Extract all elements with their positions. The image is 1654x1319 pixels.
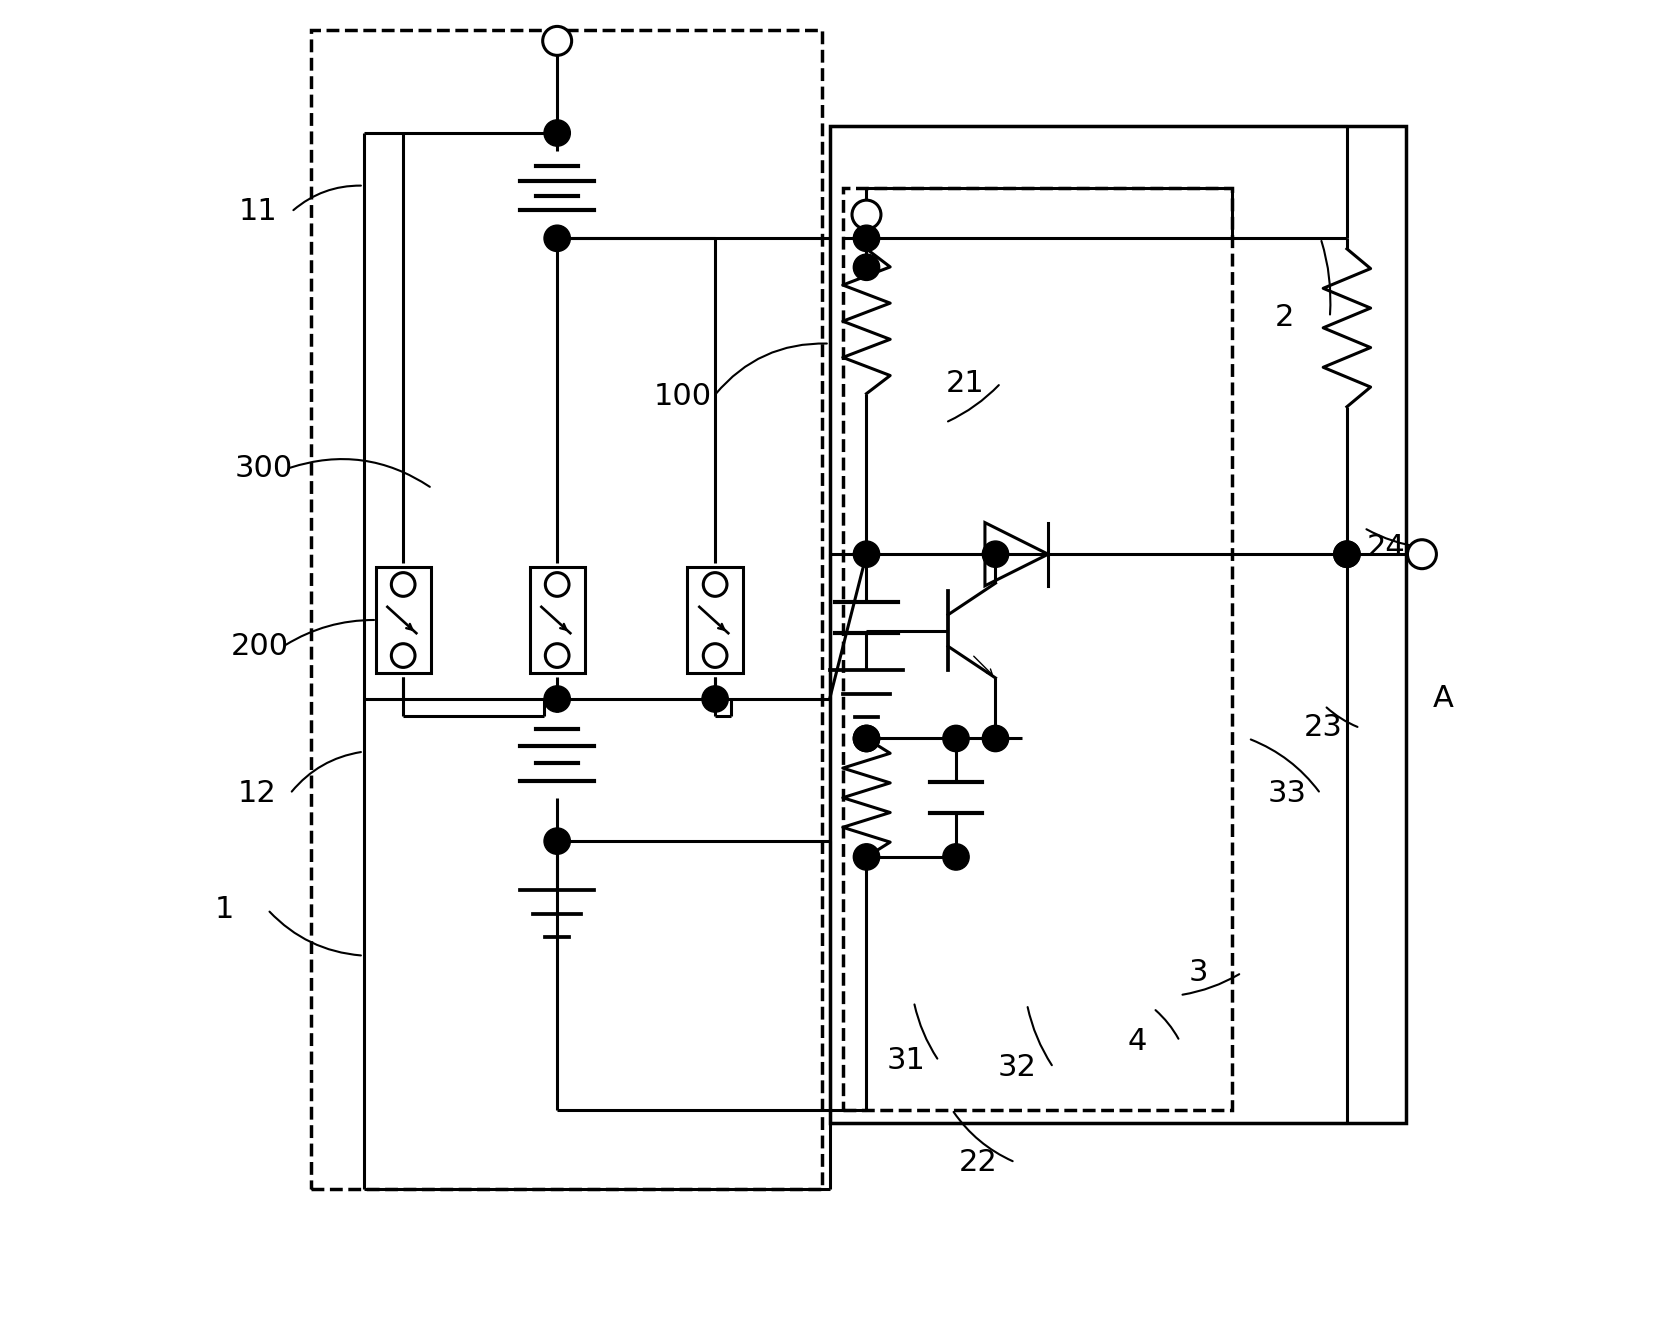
Circle shape <box>544 226 571 252</box>
Circle shape <box>1333 541 1360 567</box>
Circle shape <box>982 541 1009 567</box>
Circle shape <box>1408 539 1436 568</box>
Circle shape <box>853 255 880 281</box>
Text: A: A <box>1432 685 1454 714</box>
Circle shape <box>392 572 415 596</box>
Circle shape <box>546 644 569 667</box>
Text: 3: 3 <box>1189 959 1209 987</box>
Circle shape <box>853 725 880 752</box>
Circle shape <box>701 686 728 712</box>
Circle shape <box>543 26 572 55</box>
Text: 300: 300 <box>235 454 293 483</box>
Text: 22: 22 <box>959 1148 997 1177</box>
Text: 1: 1 <box>215 896 235 925</box>
Text: 31: 31 <box>887 1046 925 1075</box>
Circle shape <box>982 725 1009 752</box>
Circle shape <box>853 226 880 252</box>
Circle shape <box>852 200 882 230</box>
Text: 11: 11 <box>238 198 278 227</box>
Circle shape <box>392 644 415 667</box>
Text: 12: 12 <box>237 780 276 809</box>
Circle shape <box>544 686 571 712</box>
Circle shape <box>703 572 728 596</box>
Text: 100: 100 <box>653 381 711 410</box>
Circle shape <box>544 828 571 855</box>
Circle shape <box>703 644 728 667</box>
Text: 2: 2 <box>1275 303 1293 332</box>
Circle shape <box>853 844 880 871</box>
Text: 33: 33 <box>1269 780 1307 809</box>
Text: 24: 24 <box>1366 533 1406 562</box>
Circle shape <box>853 541 880 567</box>
Bar <box>688 567 743 673</box>
Text: 23: 23 <box>1303 714 1343 743</box>
Bar <box>375 567 430 673</box>
Text: 32: 32 <box>997 1053 1037 1082</box>
Circle shape <box>943 725 969 752</box>
Text: 200: 200 <box>232 632 289 661</box>
Circle shape <box>1333 541 1360 567</box>
Text: 4: 4 <box>1126 1026 1146 1055</box>
Circle shape <box>546 572 569 596</box>
Text: 21: 21 <box>946 368 984 397</box>
Bar <box>529 567 586 673</box>
Circle shape <box>943 844 969 871</box>
Circle shape <box>853 725 880 752</box>
Circle shape <box>544 120 571 146</box>
